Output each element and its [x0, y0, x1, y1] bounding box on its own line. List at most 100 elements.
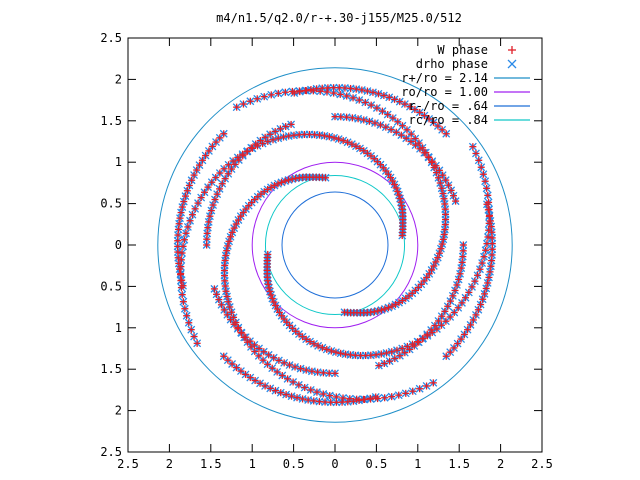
w-phase-point — [380, 359, 388, 367]
w-phase-point — [256, 137, 264, 145]
w-phase-point — [446, 297, 454, 305]
w-phase-point — [242, 370, 250, 378]
w-phase-point — [486, 268, 494, 276]
w-phase-point — [457, 264, 465, 272]
w-phase-point — [290, 131, 298, 139]
w-phase-point — [282, 391, 290, 399]
reference-circle — [281, 191, 389, 299]
y-tick-label: 0 — [115, 238, 122, 252]
w-phase-point — [398, 344, 406, 352]
w-phase-point — [306, 338, 314, 346]
w-phase-point — [179, 282, 187, 290]
w-phase-point — [337, 349, 345, 357]
w-phase-point — [270, 298, 278, 306]
w-phase-point — [233, 103, 241, 111]
w-phase-point — [216, 169, 224, 177]
w-phase-point — [288, 392, 296, 400]
w-phase-point — [268, 364, 276, 372]
w-phase-point — [381, 305, 389, 313]
w-phase-point — [412, 141, 420, 149]
w-phase-point — [477, 301, 485, 309]
w-phase-point — [234, 325, 242, 333]
legend-label: r+/ro = 2.14 — [401, 71, 488, 85]
w-phase-point — [339, 394, 347, 402]
w-phase-point — [342, 350, 350, 358]
w-phase-point — [385, 93, 393, 101]
w-phase-point — [203, 241, 211, 249]
w-phase-point — [348, 114, 356, 122]
w-phase-point — [178, 203, 186, 211]
w-phase-point — [388, 302, 396, 310]
w-phase-point — [224, 170, 232, 178]
w-phase-point — [175, 220, 183, 228]
w-phase-point — [469, 143, 477, 151]
w-phase-point — [178, 291, 186, 299]
w-phase-point — [361, 396, 369, 404]
w-phase-point — [396, 195, 404, 203]
w-phase-point — [251, 377, 259, 385]
w-phase-point — [397, 198, 405, 206]
w-phase-point — [377, 306, 385, 314]
w-phase-point — [409, 387, 417, 395]
w-phase-point — [349, 94, 357, 102]
w-phase-point — [396, 352, 404, 360]
w-phase-point — [452, 197, 460, 205]
w-phase-point — [420, 277, 428, 285]
w-phase-point — [482, 284, 490, 292]
w-phase-point — [223, 293, 231, 301]
w-phase-point — [302, 366, 310, 374]
w-phase-point — [274, 134, 282, 142]
w-phase-point — [441, 307, 449, 315]
w-phase-point — [424, 153, 432, 161]
w-phase-point — [454, 340, 462, 348]
w-phase-point — [313, 388, 321, 396]
w-phase-point — [352, 142, 360, 150]
w-phase-point — [428, 266, 436, 274]
y-tick-label: 1.5 — [100, 114, 122, 128]
w-phase-point — [480, 253, 488, 261]
w-phase-point — [253, 95, 261, 103]
w-phase-point — [314, 342, 322, 350]
x-tick-label: 0.5 — [283, 457, 305, 471]
w-phase-point — [331, 113, 339, 121]
w-phase-point — [389, 114, 397, 122]
w-phase-point — [212, 174, 220, 182]
w-phase-point — [419, 334, 427, 342]
w-phase-point — [442, 317, 450, 325]
w-phase-point — [439, 235, 447, 243]
w-phase-point — [327, 347, 335, 355]
w-phase-point — [411, 105, 419, 113]
w-phase-point — [246, 374, 254, 382]
w-phase-point — [227, 233, 235, 241]
w-phase-point — [442, 130, 450, 138]
w-phase-point — [302, 335, 310, 343]
w-phase-point — [402, 134, 410, 142]
w-phase-point — [445, 181, 453, 189]
w-phase-point — [483, 184, 491, 192]
w-phase-point — [282, 123, 290, 131]
w-phase-point — [398, 122, 406, 130]
w-phase-point — [275, 356, 283, 364]
w-phase-point — [385, 304, 393, 312]
w-phase-point — [255, 352, 263, 360]
w-phase-point — [178, 276, 186, 284]
w-phase-point — [437, 321, 445, 329]
w-phase-point — [181, 305, 189, 313]
w-phase-point — [247, 144, 255, 152]
w-phase-point — [391, 355, 399, 363]
w-phase-point — [428, 157, 436, 165]
legend-label: W phase — [437, 43, 488, 57]
w-phase-point — [382, 123, 390, 131]
w-phase-point — [230, 224, 238, 232]
w-phase-point — [204, 183, 212, 191]
w-phase-point — [264, 360, 272, 368]
w-phase-point — [213, 290, 221, 298]
w-phase-point — [386, 357, 394, 365]
w-phase-point — [360, 147, 368, 155]
w-phase-point — [204, 224, 212, 232]
w-phase-point — [431, 322, 439, 330]
w-phase-point — [467, 321, 475, 329]
w-phase-point — [484, 279, 492, 287]
w-phase-point — [314, 368, 322, 376]
